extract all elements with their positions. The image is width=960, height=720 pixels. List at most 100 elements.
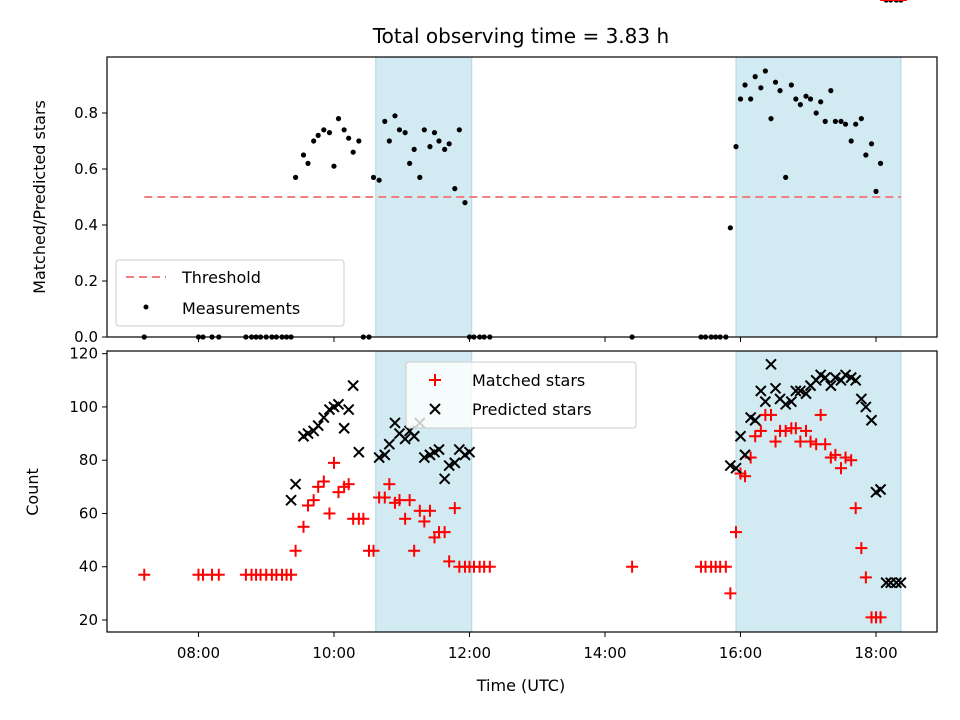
- measurement-point: [737, 96, 744, 102]
- matched-star-point: [819, 438, 832, 451]
- matched-star-point: [814, 408, 827, 421]
- matched-star-point: [448, 502, 461, 515]
- matched-star-point: [307, 494, 320, 507]
- matched-star-point: [302, 499, 315, 512]
- matched-star-point: [323, 507, 336, 520]
- predicted-star-point: [734, 430, 747, 442]
- predicted-star-point: [895, 577, 907, 589]
- matched-legend-swatch: [429, 374, 441, 386]
- matched-star-point: [443, 555, 456, 568]
- measurement-point: [772, 79, 779, 85]
- predicted-star-point: [739, 449, 751, 461]
- measurement-point: [853, 121, 859, 127]
- measurement-point: [382, 118, 388, 124]
- top-y-tick-label: 0.6: [74, 160, 98, 178]
- measurement-point: [446, 141, 452, 147]
- matched-star-point: [626, 560, 639, 573]
- measurement-point: [402, 130, 408, 136]
- bottom-y-tick-label: 80: [79, 451, 98, 469]
- measurement-point: [392, 113, 398, 119]
- predicted-star-point: [790, 385, 802, 397]
- bottom-y-tick-label: 60: [79, 504, 98, 522]
- measurement-point: [742, 82, 748, 88]
- predicted-star-point: [389, 417, 401, 429]
- measurement-point: [341, 127, 347, 133]
- matched-star-point: [804, 435, 817, 448]
- measurement-point: [417, 174, 423, 180]
- predicted-star-point: [779, 398, 792, 410]
- measurement-point: [335, 116, 342, 122]
- predicted-star-point: [332, 398, 345, 410]
- predicted-star-point: [312, 419, 324, 432]
- top-y-tick-label: 0.8: [74, 104, 98, 122]
- measurement-point: [788, 82, 794, 88]
- measurement-point: [442, 146, 448, 152]
- matched-star-point: [835, 462, 848, 475]
- measurement-point: [822, 118, 828, 124]
- bottom-y-tick-label: 20: [79, 611, 98, 629]
- measurement-point: [803, 93, 809, 99]
- predicted-star-point: [433, 443, 445, 456]
- x-tick-label: 16:00: [719, 644, 762, 662]
- top-y-tick-label: 0.0: [74, 328, 98, 346]
- predicted-star-point: [408, 430, 420, 442]
- matched-star-point: [327, 456, 340, 469]
- predicted-star-point: [829, 371, 842, 384]
- predicted-star-point: [418, 451, 431, 464]
- x-tick-label: 12:00: [448, 644, 491, 662]
- matched-star-point: [724, 587, 737, 600]
- bottom-legend: Matched stars Predicted stars: [405, 361, 637, 429]
- measurement-point: [848, 138, 854, 144]
- matched-star-point: [749, 430, 762, 443]
- measurement-point: [452, 186, 458, 192]
- measurement-point: [868, 141, 875, 147]
- matched-star-point: [378, 491, 391, 504]
- measurement-point: [346, 135, 352, 141]
- predicted-star-point: [438, 473, 451, 485]
- predicted-star-point: [318, 411, 330, 424]
- x-tick-label: 08:00: [177, 644, 220, 662]
- measurement-point: [386, 138, 392, 144]
- measurement-point: [797, 102, 803, 108]
- measurement-point: [828, 88, 834, 94]
- predicted-star-point: [839, 369, 852, 381]
- matched-star-point: [342, 478, 355, 491]
- bottom-panel-frame: [106, 350, 938, 633]
- predicted-star-point: [880, 577, 892, 589]
- measurement-point: [752, 74, 758, 80]
- measurement-point: [427, 144, 433, 150]
- measurement-point: [813, 110, 819, 116]
- measurement-point: [421, 127, 427, 133]
- measurements-legend-swatch: [143, 304, 149, 310]
- top-y-tick-label: 0.2: [74, 272, 98, 290]
- matched-star-point: [719, 560, 732, 573]
- bottom-y-tick-label: 120: [69, 345, 98, 363]
- measurement-point: [376, 177, 382, 183]
- measurement-point: [436, 138, 442, 144]
- measurement-point: [858, 116, 864, 122]
- top-legend-box: [115, 259, 345, 327]
- predicted-star-point: [800, 387, 812, 400]
- top-panel-frame: [106, 56, 938, 338]
- matched-star-point: [383, 478, 396, 491]
- measurement-point: [456, 127, 462, 133]
- matched-star-point: [317, 475, 330, 488]
- predicted-star-point: [755, 385, 767, 397]
- predicted-star-point: [785, 395, 798, 408]
- bottom-y-tick-label: 100: [69, 398, 98, 416]
- x-tick-label: 10:00: [312, 644, 355, 662]
- measurement-point: [331, 163, 337, 169]
- bottom-panel: 08:00 10:00 12:00 14:00 16:00 18:00 20 40 60 80 10…: [23, 0, 938, 695]
- predicted-star-point: [379, 449, 391, 461]
- predicted-star-point: [890, 577, 903, 589]
- measurement-point: [877, 160, 884, 166]
- bottom-y-tick-label: 40: [79, 558, 98, 576]
- matched-star-point: [789, 422, 802, 435]
- measurement-point: [305, 160, 311, 166]
- measurement-point: [315, 132, 321, 138]
- measurement-point: [356, 138, 362, 144]
- predicted-star-point: [855, 393, 868, 405]
- predicted-star-point: [289, 478, 302, 490]
- matched-star-point: [403, 494, 416, 507]
- measurements-legend-label: Measurements: [182, 299, 300, 318]
